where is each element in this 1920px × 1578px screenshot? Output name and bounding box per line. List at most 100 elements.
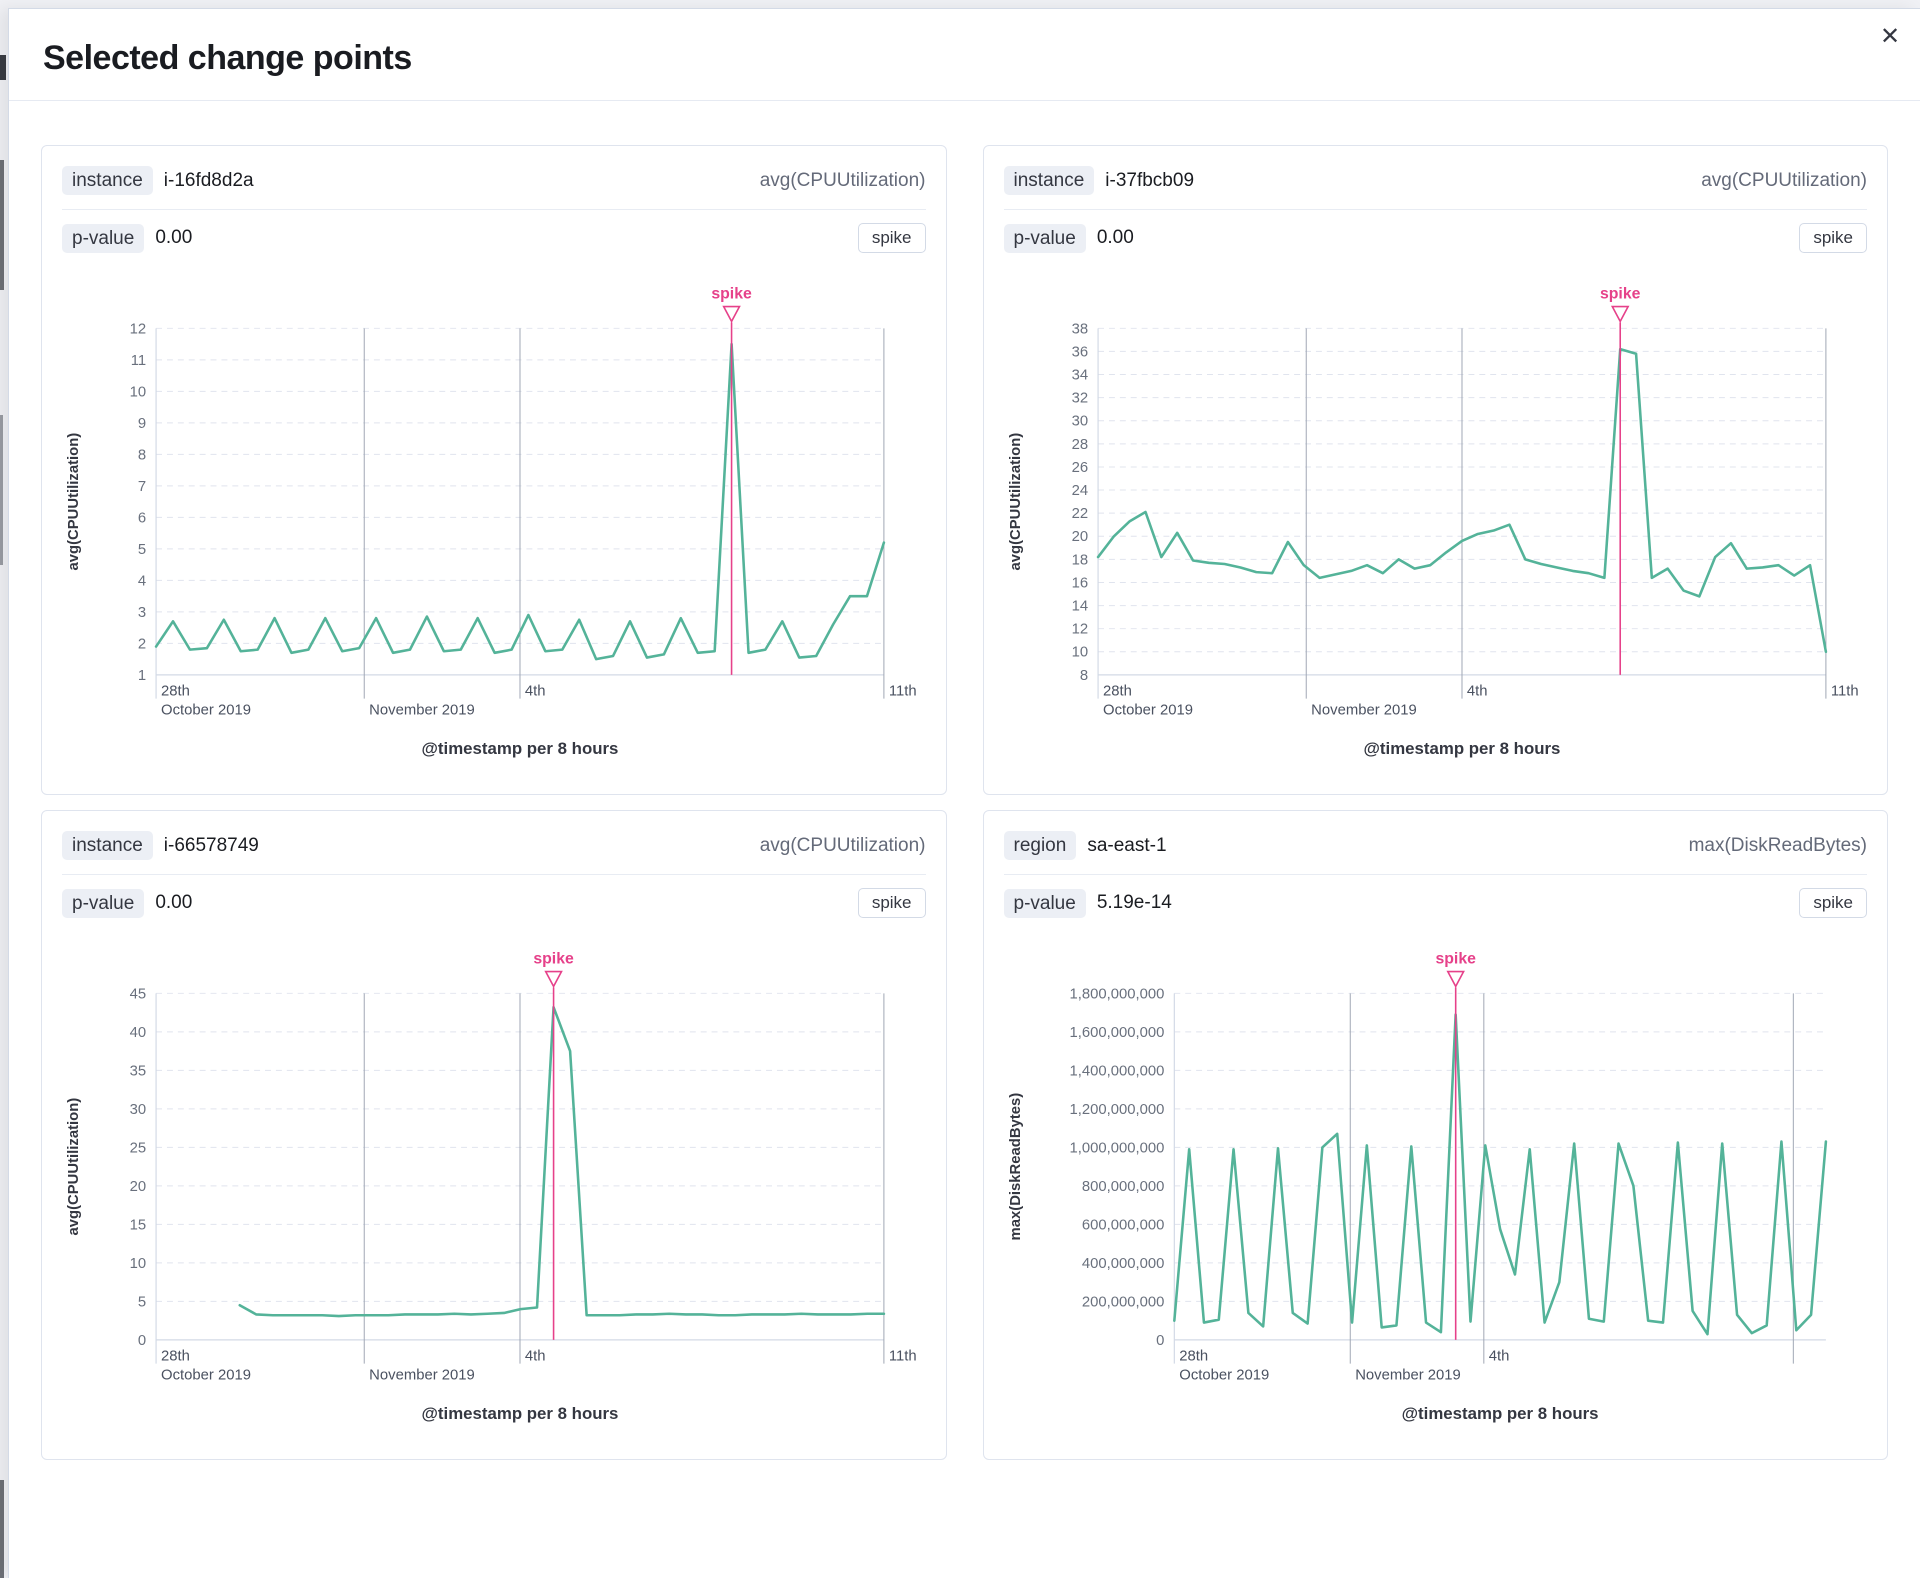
svg-text:600,000,000: 600,000,000 [1081,1218,1164,1234]
svg-text:28th: 28th [1179,1349,1208,1365]
metric-label: avg(CPUUtilization) [759,169,926,191]
p-value-badge: p-value [1003,888,1086,918]
svg-text:1,000,000,000: 1,000,000,000 [1069,1141,1164,1157]
svg-text:34: 34 [1071,368,1088,384]
svg-text:November 2019: November 2019 [1311,703,1417,719]
svg-text:400,000,000: 400,000,000 [1081,1256,1164,1272]
panel-header: instance i-37fbcb09 avg(CPUUtilization) [1003,156,1867,210]
field-value: i-37fbcb09 [1105,169,1195,191]
svg-text:14: 14 [1071,599,1088,615]
svg-text:18: 18 [1071,553,1088,569]
svg-text:4th: 4th [525,1349,546,1365]
spike-marker-icon [1445,971,1465,989]
svg-text:10: 10 [130,1256,147,1272]
chart-svg: 38 36 34 32 30 28 26 24 22 20 18 16 14 12 10 8 28th Octob… [1007,286,1858,759]
svg-text:12: 12 [130,322,147,338]
change-point-chart: 12 11 10 9 8 7 6 5 4 3 2 1 28th October 2019 November … [62,259,926,774]
field-name-badge: instance [62,166,153,195]
p-value-badge: p-value [1003,223,1086,253]
svg-text:1,200,000,000: 1,200,000,000 [1069,1102,1164,1118]
svg-text:10: 10 [1071,645,1088,661]
change-point-chart: 45 40 35 30 25 20 15 10 5 0 28th October 2019 Novemb… [62,924,926,1439]
svg-text:22: 22 [1071,507,1088,523]
metric-label: avg(CPUUtilization) [1701,169,1867,191]
p-value-badge: p-value [62,223,145,253]
svg-text:6: 6 [138,511,146,527]
flyout-header: Selected change points [9,9,1920,101]
svg-text:16: 16 [1071,576,1088,592]
x-axis-title: @timestamp per 8 hours [422,740,619,759]
svg-text:36: 36 [1071,345,1088,361]
svg-text:0: 0 [1156,1333,1164,1349]
y-axis-label: max(DiskReadBytes) [1007,1093,1023,1241]
svg-text:35: 35 [130,1064,147,1080]
close-icon[interactable]: ✕ [1874,21,1906,53]
field-value: i-16fd8d2a [163,169,254,191]
svg-text:10: 10 [130,385,147,401]
metric-label: avg(CPUUtilization) [759,834,926,856]
svg-text:8: 8 [1079,668,1087,684]
svg-text:15: 15 [130,1218,147,1234]
field-name-badge: region [1003,831,1077,860]
svg-text:11: 11 [131,353,146,369]
field-value: i-66578749 [163,834,259,856]
svg-text:October 2019: October 2019 [1179,1368,1269,1384]
panel-header: instance i-66578749 avg(CPUUtilization) [62,821,926,875]
svg-text:30: 30 [130,1102,147,1118]
svg-text:38: 38 [1071,322,1088,338]
svg-text:1,800,000,000: 1,800,000,000 [1069,987,1164,1003]
svg-text:1: 1 [138,668,146,684]
p-value: 5.19e-14 [1096,892,1172,914]
svg-text:October 2019: October 2019 [1103,703,1193,719]
svg-text:28th: 28th [161,1349,190,1365]
change-type-badge[interactable]: spike [1799,888,1867,919]
x-axis-title: @timestamp per 8 hours [1363,740,1560,759]
background-edge [0,55,6,80]
svg-text:1,400,000,000: 1,400,000,000 [1069,1064,1164,1080]
change-point-chart: 38 36 34 32 30 28 26 24 22 20 18 16 14 12 10 8 28th Octob… [1004,259,1868,774]
svg-text:November 2019: November 2019 [369,703,475,719]
p-value: 0.00 [155,227,193,249]
change-type-badge[interactable]: spike [1799,223,1867,254]
svg-text:3: 3 [138,605,146,621]
svg-text:4th: 4th [1488,1349,1509,1365]
svg-text:5: 5 [138,542,146,558]
p-value-badge: p-value [62,888,145,918]
svg-text:28th: 28th [161,684,190,700]
svg-text:40: 40 [130,1025,147,1041]
spike-marker-icon [722,306,741,324]
change-point-panel: instance i-37fbcb09 avg(CPUUtilization) … [982,145,1888,795]
change-type-badge[interactable]: spike [857,888,926,919]
svg-text:1,600,000,000: 1,600,000,000 [1069,1025,1164,1041]
svg-text:4th: 4th [525,684,546,700]
svg-text:0: 0 [138,1333,146,1349]
spike-annotation-label: spike [533,951,574,968]
svg-text:28th: 28th [1103,684,1132,700]
page-title: Selected change points [43,39,412,77]
svg-text:11th: 11th [889,684,917,700]
change-point-panel: region sa-east-1 max(DiskReadBytes) p-va… [982,810,1888,1460]
svg-text:7: 7 [138,479,146,495]
change-point-chart: 1,800,000,000 1,600,000,000 1,400,000,000 1… [1004,924,1868,1439]
svg-text:4: 4 [138,574,146,590]
change-points-flyout: ✕ Selected change points instance i-16fd… [8,8,1920,1578]
field-value: sa-east-1 [1087,834,1167,856]
svg-text:October 2019: October 2019 [161,703,251,719]
x-axis-title: @timestamp per 8 hours [1401,1405,1598,1424]
change-type-badge[interactable]: spike [857,223,926,254]
y-axis-label: avg(CPUUtilization) [66,1098,82,1236]
panels-grid: instance i-16fd8d2a avg(CPUUtilization) … [9,101,1920,1460]
svg-text:800,000,000: 800,000,000 [1081,1179,1164,1195]
spike-annotation-label: spike [711,286,752,303]
spike-annotation-label: spike [1599,286,1640,303]
x-axis-title: @timestamp per 8 hours [422,1405,619,1424]
background-edge [0,160,4,290]
svg-text:8: 8 [138,448,146,464]
svg-text:11th: 11th [1830,684,1858,700]
p-value: 0.00 [155,892,193,914]
background-edge [0,1480,4,1578]
y-axis-label: avg(CPUUtilization) [1007,433,1023,571]
metric-label: max(DiskReadBytes) [1688,834,1867,856]
svg-text:4th: 4th [1466,684,1487,700]
chart-svg: 45 40 35 30 25 20 15 10 5 0 28th October 2019 Novemb… [66,951,917,1424]
